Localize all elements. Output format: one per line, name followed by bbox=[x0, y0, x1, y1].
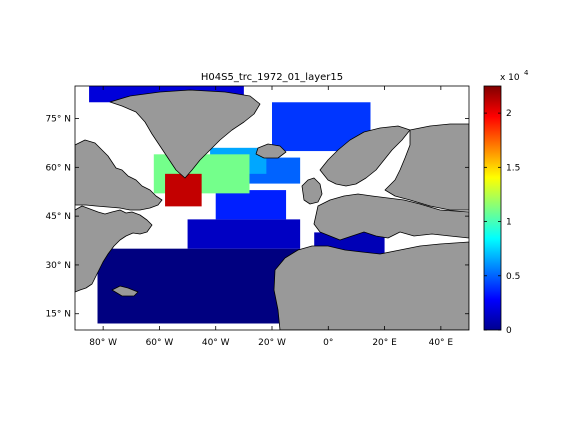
colorbar-tick-label: 0 bbox=[506, 326, 512, 336]
cuba-antilles bbox=[111, 285, 139, 297]
field-region-6 bbox=[97, 248, 301, 324]
plot-title: H04S5_trc_1972_01_layer15 bbox=[201, 72, 343, 83]
x-tick-label: 0° bbox=[323, 338, 333, 348]
field-region-4 bbox=[215, 190, 287, 220]
map-panel bbox=[75, 86, 469, 330]
colorbar-tick-label: 2 bbox=[506, 109, 512, 119]
field-region-0 bbox=[165, 173, 202, 207]
longitude-axis: 80° W 60° W 40° W 20° W 0° 20° E 40° E bbox=[89, 86, 453, 348]
y-tick-label: 75° N bbox=[45, 115, 71, 125]
colorbar-exponent-power: 4 bbox=[524, 69, 529, 77]
colorbar-tick-label: 0.5 bbox=[506, 272, 520, 282]
latitude-axis: 15° N 30° N 45° N 60° N 75° N bbox=[45, 115, 469, 320]
canada-mainland bbox=[75, 139, 163, 211]
x-tick-label: 80° W bbox=[89, 338, 117, 348]
british-isles bbox=[301, 177, 323, 205]
x-tick-label: 40° E bbox=[429, 338, 454, 348]
colorbar-tick-label: 1 bbox=[506, 218, 512, 228]
y-tick-label: 30° N bbox=[45, 261, 71, 271]
x-tick-label: 20° E bbox=[372, 338, 397, 348]
field-region-5 bbox=[187, 219, 301, 249]
europe-mainland bbox=[313, 193, 469, 241]
colorbar: 0 0.5 1 1.5 2 x 10 4 bbox=[483, 69, 529, 336]
northeast-europe-russia bbox=[384, 123, 469, 211]
colorbar-gradient bbox=[483, 85, 502, 331]
north-america-land bbox=[75, 205, 153, 293]
colorbar-tick-label: 1.5 bbox=[506, 163, 520, 173]
greenland bbox=[109, 89, 261, 179]
x-tick-label: 20° W bbox=[258, 338, 286, 348]
y-tick-label: 60° N bbox=[45, 163, 71, 173]
y-tick-label: 45° N bbox=[45, 212, 71, 222]
y-tick-label: 15° N bbox=[45, 310, 71, 320]
x-tick-label: 60° W bbox=[146, 338, 174, 348]
scandinavia bbox=[319, 125, 411, 187]
colorbar-exponent-base: x 10 bbox=[500, 73, 520, 83]
x-tick-label: 40° W bbox=[202, 338, 230, 348]
colorbar-ticks: 0 0.5 1 1.5 2 bbox=[484, 109, 520, 336]
iceland bbox=[255, 143, 287, 159]
land-masses bbox=[75, 89, 469, 330]
africa-middle-east bbox=[273, 241, 469, 330]
